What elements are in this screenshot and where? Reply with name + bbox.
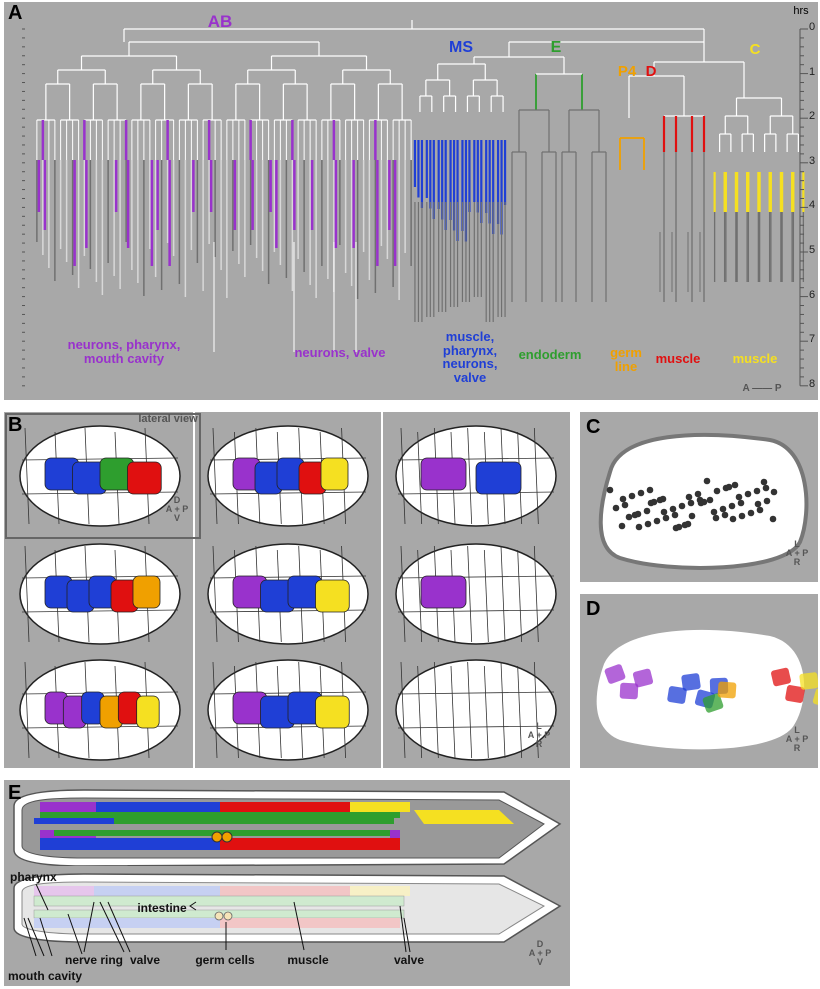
compass-p: P (544, 730, 551, 740)
compass-r: R (793, 557, 801, 567)
hour-tick-label: 2 (808, 110, 816, 123)
compass-d: D (173, 495, 181, 505)
panel-c (580, 412, 818, 582)
label-intestine: intestine (137, 901, 187, 915)
panel-d-letter: D (586, 598, 601, 620)
compass-d: D (536, 939, 544, 949)
hour-tick-label: 8 (808, 377, 816, 390)
label-pharynx: pharynx (10, 870, 57, 884)
label-mouth-cavity: mouth cavity (8, 969, 83, 983)
hour-tick-label: 0 (808, 21, 816, 33)
larva-anatomy (13, 873, 562, 957)
compass-c: L A + P R (782, 540, 812, 567)
compass-a: A (165, 504, 172, 514)
lineage-p4-text: P4 (617, 63, 637, 80)
lineage-d-label: D (645, 63, 657, 80)
compass-p: P (545, 948, 552, 958)
compass-ap: A + P (527, 730, 551, 740)
fate-p4: germ line (610, 345, 642, 374)
label-muscle: muscle (287, 953, 329, 967)
compass-p: P (802, 548, 809, 558)
fate-c: muscle (732, 351, 778, 366)
hour-tick-label: 6 (808, 288, 816, 301)
compass-ap: A + P (165, 504, 189, 514)
lineage-e-label: E (550, 39, 562, 56)
compass-r: R (535, 739, 543, 749)
panel-e-bottom (4, 866, 570, 986)
fate-ab-right: neurons, valve (294, 345, 386, 360)
embryo-grid (5, 412, 557, 768)
compass-ap: A + P (785, 548, 809, 558)
label-germ-cells: germ cells (195, 953, 255, 967)
panel-b-letter: B (8, 414, 23, 436)
hour-tick-label: 4 (808, 199, 816, 212)
cell-scatter (598, 432, 809, 570)
panel-d (580, 594, 818, 768)
panel-c-letter: C (586, 416, 601, 438)
compass-a: A (742, 383, 750, 394)
label-nerve-ring: nerve ring (64, 953, 124, 967)
compass-v: V (173, 513, 180, 523)
larva-colored (13, 789, 562, 867)
hour-tick-label: 5 (808, 244, 816, 256)
panel-a (4, 2, 818, 400)
fate-e: endoderm (518, 347, 582, 362)
lineage-ab-label: AB (207, 12, 233, 31)
fate-ms: muscle, pharynx, neurons, valve (442, 329, 498, 385)
label-valve-1: valve (129, 953, 161, 967)
panel-a-letter: A (8, 2, 23, 24)
panel-e-letter: E (8, 782, 22, 804)
panel-e-top (4, 780, 570, 876)
compass-p: P (802, 734, 809, 744)
compass-lr: L A + P R (524, 722, 554, 749)
compass-e: D A + P V (522, 940, 558, 967)
compass-r: R (793, 743, 801, 753)
compass-d-panel: L A + P R (782, 726, 812, 753)
compass-v: V (536, 957, 543, 967)
hour-tick-label: 1 (808, 65, 816, 78)
compass-l: L (794, 725, 800, 735)
lateral-view-label: lateral view (138, 413, 198, 425)
compass-dv: D A + P V (162, 496, 192, 523)
compass-p: P (182, 504, 189, 514)
cell-overlay (596, 629, 818, 750)
lineage-ms-label: MS (449, 39, 473, 56)
lineage-c-label: C (749, 41, 761, 58)
fate-ab-left: neurons, pharynx, mouth cavity (67, 337, 181, 366)
lineage-tree (22, 20, 808, 387)
compass-p: P (774, 383, 782, 394)
lineage-p4-label: P4 (612, 64, 642, 80)
hour-tick-label: 7 (808, 333, 816, 346)
compass-ap: A + P (528, 948, 552, 958)
compass-a: A (785, 548, 792, 558)
compass-a: A (785, 734, 792, 744)
hour-tick-label: 3 (808, 154, 816, 167)
compass-ap: A + P (785, 734, 809, 744)
compass-a: A (528, 948, 535, 958)
compass-l: L (536, 721, 542, 731)
compass-l: L (794, 539, 800, 549)
fate-d: muscle (655, 351, 701, 366)
compass-a-p: A —— P (742, 383, 782, 394)
compass-a: A (527, 730, 534, 740)
label-valve-2: valve (393, 953, 425, 967)
panel-b (4, 412, 570, 768)
axis-unit-label: hrs (793, 5, 809, 17)
